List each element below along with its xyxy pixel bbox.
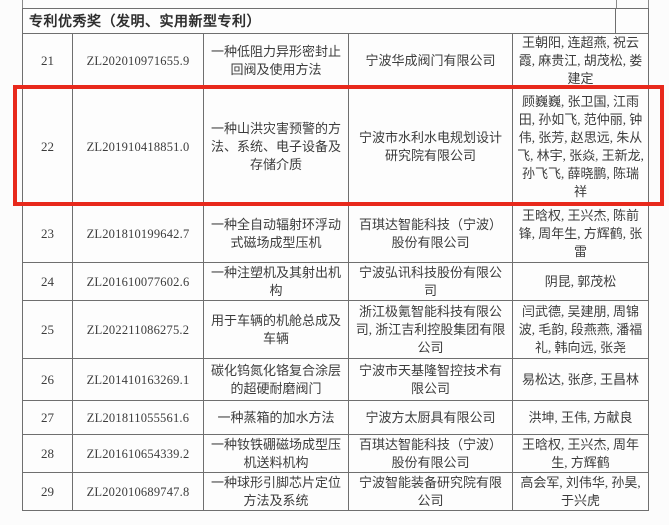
table-row: 27 ZL201811055561.6 一种蒸箱的加水方法 宁波方太厨具有限公司… (23, 401, 648, 435)
company-cell: 宁波市水利水电规划设计研究院有限公司 (349, 89, 513, 205)
patent-title-cell: 一种全自动辐射环浮动式磁场成型压机 (204, 206, 349, 262)
row-number-cell: 23 (23, 206, 73, 262)
patent-title-cell: 一种蒸箱的加水方法 (204, 401, 349, 434)
inventors-cell: 王晗权, 王兴杰, 周年生, 方辉鹤 (521, 436, 639, 470)
crop-line-fragment (22, 0, 23, 9)
company-cell: 百琪达智能科技（宁波）股份有限公司 (349, 435, 513, 472)
inventors-cell: 易松达, 张彦, 王昌林 (521, 371, 639, 387)
patent-title-cell: 一种钕铁硼磁场成型压机送料机构 (204, 435, 349, 472)
table-row-highlighted: 22 ZL201910418851.0 一种山洪灾害预警的方法、系统、电子设备及… (23, 89, 648, 206)
table-row: 24 ZL201610077602.6 一种注塑机及其射出机构 宁波弘讯科技股份… (23, 263, 648, 301)
row-number-cell: 22 (23, 89, 73, 205)
company-cell: 宁波智能装备研究院有限公司 (349, 473, 513, 510)
patent-number-cell: ZL202010971655.9 (73, 34, 204, 88)
company-cell: 百琪达智能科技（宁波）股份有限公司 (349, 206, 513, 262)
patent-number-cell: ZL201810199642.7 (73, 206, 204, 262)
row-number-cell: 28 (23, 435, 73, 472)
row-number-cell: 21 (23, 34, 73, 88)
patent-title-cell: 碳化钨氮化铬复合涂层的超硬耐磨阀门 (204, 359, 349, 400)
patent-number-cell: ZL201610077602.6 (73, 263, 204, 300)
patent-title-cell: 一种山洪灾害预警的方法、系统、电子设备及存储介质 (204, 89, 349, 205)
company-cell: 宁波方太厨具有限公司 (349, 401, 513, 434)
row-number-cell: 26 (23, 359, 73, 400)
section-title-row: 专利优秀奖（发明、实用新型专利） (23, 9, 648, 34)
row-number-cell: 24 (23, 263, 73, 300)
patent-number-cell: ZL201610654339.2 (73, 435, 204, 472)
inventors-cell: 王晗权, 王兴杰, 陈前锋, 周年生, 方辉鹤, 张雷 (518, 208, 643, 259)
patent-number-cell: ZL202211086275.2 (73, 301, 204, 358)
row-number-cell: 25 (23, 301, 73, 358)
company-cell: 宁波市天基隆智控技术有限公司 (349, 359, 513, 400)
patent-title-cell: 一种低阻力异形密封止回阀及使用方法 (204, 34, 349, 88)
patent-number-cell: ZL201811055561.6 (73, 401, 204, 434)
table-row: 29 ZL202010689747.8 一种球形引脚芯片定位方法及系统 宁波智能… (23, 473, 648, 510)
patent-number-cell: ZL202010689747.8 (73, 473, 204, 510)
table-row: 23 ZL201810199642.7 一种全自动辐射环浮动式磁场成型压机 百琪… (23, 206, 648, 263)
inventors-cell: 闫武德, 吴建朋, 周锦波, 毛韵, 段燕燕, 潘福礼, 韩向远, 张尧 (518, 303, 643, 355)
crop-line-fragment (616, 0, 617, 9)
patent-number-cell: ZL201410163269.1 (73, 359, 204, 400)
inventors-cell: 阴昆, 郭茂松 (544, 273, 617, 289)
patent-title-cell: 一种注塑机及其射出机构 (204, 263, 349, 300)
inventors-cell: 高会军, 刘伟华, 孙昊, 于兴虎 (520, 474, 641, 508)
company-cell: 浙江极氪智能科技有限公司, 浙江吉利控股集团有限公司 (349, 301, 513, 358)
inventors-cell: 洪坤, 王伟, 方献良 (528, 409, 633, 425)
row-number-cell: 27 (23, 401, 73, 434)
section-title: 专利优秀奖（发明、实用新型专利） (23, 9, 616, 33)
section-title-spacer-cell (616, 9, 648, 33)
patent-number-cell: ZL201910418851.0 (73, 89, 204, 205)
table-row: 26 ZL201410163269.1 碳化钨氮化铬复合涂层的超硬耐磨阀门 宁波… (23, 359, 648, 401)
table-row: 28 ZL201610654339.2 一种钕铁硼磁场成型压机送料机构 百琪达智… (23, 435, 648, 473)
table-row: 25 ZL202211086275.2 用于车辆的机舱总成及车辆 浙江极氪智能科… (23, 301, 648, 359)
row-number-cell: 29 (23, 473, 73, 510)
patent-award-table: 专利优秀奖（发明、实用新型专利） 21 ZL202010971655.9 一种低… (22, 8, 649, 511)
company-cell: 宁波华成阀门有限公司 (349, 34, 513, 88)
table-row: 21 ZL202010971655.9 一种低阻力异形密封止回阀及使用方法 宁波… (23, 34, 648, 89)
patent-title-cell: 用于车辆的机舱总成及车辆 (204, 301, 349, 358)
inventors-cell: 顾巍巍, 张卫国, 江雨田, 孙如飞, 范仲丽, 钟伟, 张芳, 赵思远, 朱从… (517, 94, 644, 199)
crop-line-fragment (648, 0, 649, 9)
company-cell: 宁波弘讯科技股份有限公司 (349, 263, 513, 300)
inventors-cell: 王朝阳, 连超燕, 祝云霞, 麻贵江, 胡茂松, 娄建定 (518, 35, 643, 86)
patent-title-cell: 一种球形引脚芯片定位方法及系统 (204, 473, 349, 510)
